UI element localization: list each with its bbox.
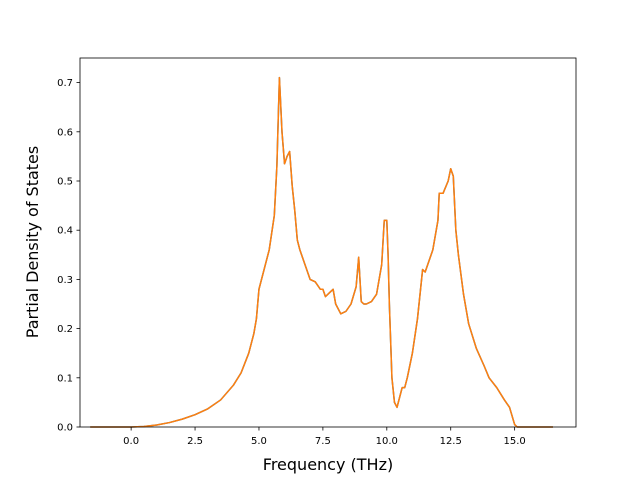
x-axis-label: Frequency (THz) — [263, 455, 393, 474]
pdos-series-line-2 — [90, 76, 553, 428]
plot-background — [80, 58, 576, 427]
y-tick-label: 0.0 — [57, 423, 73, 434]
y-tick-label: 0.3 — [57, 275, 73, 286]
x-tick-label: 2.5 — [187, 436, 203, 447]
y-tick-label: 0.4 — [57, 226, 73, 237]
x-tick-label: 7.5 — [315, 436, 331, 447]
x-tick-label: 5.0 — [251, 436, 267, 447]
x-tick-label: 0.0 — [123, 436, 139, 447]
y-tick-label: 0.2 — [57, 324, 73, 335]
x-tick-label: 12.5 — [440, 436, 462, 447]
series-layer — [90, 76, 553, 428]
x-ticks: 0.0 2.5 5.0 7.5 10.0 12.5 15.0 — [123, 427, 526, 447]
plot-frame — [79, 57, 577, 428]
y-tick-label: 0.6 — [57, 127, 73, 138]
x-tick-label: 15.0 — [504, 436, 526, 447]
y-ticks: 0.0 0.1 0.2 0.3 0.4 0.5 0.6 0.7 — [57, 78, 80, 434]
y-axis-label: Partial Density of States — [23, 146, 42, 338]
x-tick-label: 10.0 — [376, 436, 398, 447]
y-tick-label: 0.1 — [57, 373, 73, 384]
y-tick-label: 0.7 — [57, 78, 73, 89]
y-tick-label: 0.5 — [57, 177, 73, 188]
